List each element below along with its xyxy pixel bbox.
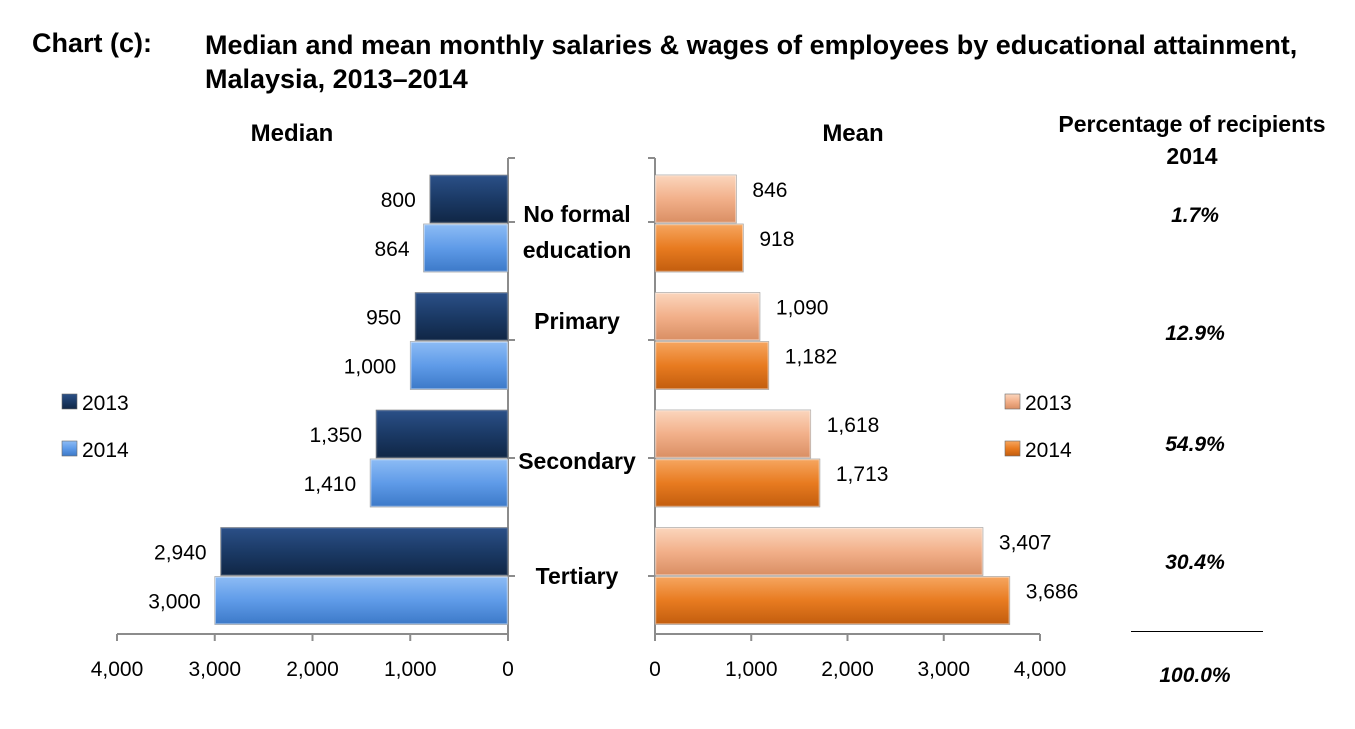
mean-legend-swatch-2014: [1004, 440, 1021, 457]
bar-highlight: [220, 527, 509, 576]
median-legend-swatch-2014: [61, 440, 78, 457]
median-data-label-tertiary-2013: 2,940: [154, 542, 207, 565]
percentage-tertiary: 30.4%: [1165, 551, 1225, 574]
mean-legend-label-2014: 2014: [1025, 439, 1072, 462]
median-x-tick-label: 1,000: [384, 658, 437, 681]
category-label-no-formal-education: No formal: [523, 201, 630, 227]
median-bar-tertiary-2014: [214, 576, 509, 625]
median-x-tick-label: 3,000: [188, 658, 241, 681]
bar-highlight: [654, 223, 744, 273]
bar-highlight: [654, 527, 984, 576]
mean-data-label-primary-2013: 1,090: [776, 297, 829, 320]
mean-bar-no-formal-education-2014: [654, 223, 744, 273]
mean-panel-title: Mean: [822, 120, 884, 147]
median-bar-no-formal-education-2014: [423, 223, 509, 273]
median-x-tick-label: 0: [502, 658, 514, 681]
median-x-tick-label: 2,000: [286, 658, 339, 681]
median-bar-no-formal-education-2013: [429, 174, 509, 224]
median-data-label-no-formal-education-2013: 800: [381, 189, 416, 212]
median-data-label-primary-2013: 950: [366, 307, 401, 330]
mean-bar-primary-2013: [654, 292, 761, 341]
category-label-secondary: Secondary: [518, 448, 636, 474]
median-data-label-secondary-2013: 1,350: [309, 424, 362, 447]
mean-data-label-secondary-2013: 1,618: [827, 414, 880, 437]
bar-highlight: [654, 576, 1011, 625]
median-x-tick-label: 4,000: [91, 658, 144, 681]
mean-x-tick-label: 0: [649, 658, 661, 681]
mean-bar-no-formal-education-2013: [654, 174, 737, 224]
mean-bar-tertiary-2013: [654, 527, 984, 576]
mean-x-tick-label: 1,000: [725, 658, 778, 681]
median-panel-title: Median: [250, 120, 334, 147]
mean-x-tick-label: 4,000: [1014, 658, 1067, 681]
chart-title: Median and mean monthly salaries & wages…: [205, 30, 1298, 94]
median-data-label-tertiary-2014: 3,000: [148, 591, 201, 614]
mean-bar-tertiary-2014: [654, 576, 1011, 625]
bar-highlight: [410, 341, 509, 390]
median-legend-label-2013: 2013: [82, 392, 129, 415]
category-label-primary: Primary: [534, 308, 620, 334]
bar-highlight: [654, 458, 821, 508]
mean-legend-label-2013: 2013: [1025, 392, 1072, 415]
median-data-label-secondary-2014: 1,410: [304, 473, 357, 496]
bar-highlight: [214, 576, 509, 625]
percentage-header: Percentage of recipients 2014: [1058, 111, 1326, 169]
mean-data-label-tertiary-2013: 3,407: [999, 532, 1052, 555]
median-bar-secondary-2013: [375, 409, 509, 459]
bar-highlight: [654, 292, 761, 341]
bar-highlight: [414, 292, 509, 341]
median-legend-swatch-2013: [61, 393, 78, 410]
category-label-no-formal-education: education: [523, 237, 632, 263]
category-label-tertiary: Tertiary: [536, 563, 619, 589]
bar-highlight: [654, 409, 811, 459]
median-bar-primary-2013: [414, 292, 509, 341]
percentage-total: 100.0%: [1159, 664, 1231, 687]
bar-highlight: [423, 223, 509, 273]
mean-bar-primary-2014: [654, 341, 770, 390]
percentage-no-formal: 1.7%: [1171, 204, 1219, 227]
mean-x-tick-label: 3,000: [917, 658, 970, 681]
median-legend-label-2014: 2014: [82, 439, 129, 462]
mean-data-label-primary-2014: 1,182: [785, 346, 838, 369]
median-bar-secondary-2014: [369, 458, 509, 508]
mean-data-label-no-formal-education-2013: 846: [752, 179, 787, 202]
bar-highlight: [654, 174, 737, 224]
mean-data-label-no-formal-education-2014: 918: [759, 228, 794, 251]
bar-highlight: [429, 174, 509, 224]
bar-highlight: [375, 409, 509, 459]
percentage-total-rule: [1131, 631, 1263, 632]
mean-data-label-secondary-2014: 1,713: [836, 463, 889, 486]
bar-highlight: [654, 341, 770, 390]
percentage-primary: 12.9%: [1165, 322, 1225, 345]
mean-bar-secondary-2014: [654, 458, 821, 508]
percentage-secondary: 54.9%: [1165, 433, 1225, 456]
median-bar-primary-2014: [409, 341, 509, 390]
mean-legend-swatch-2013: [1004, 393, 1021, 410]
mean-data-label-tertiary-2014: 3,686: [1026, 581, 1079, 604]
mean-x-tick-label: 2,000: [821, 658, 874, 681]
median-data-label-primary-2014: 1,000: [344, 356, 397, 379]
median-bar-tertiary-2013: [220, 527, 509, 576]
mean-bar-secondary-2013: [654, 409, 812, 459]
chart-label: Chart (c):: [32, 28, 152, 58]
bar-highlight: [369, 458, 509, 508]
median-data-label-no-formal-education-2014: 864: [374, 238, 409, 261]
